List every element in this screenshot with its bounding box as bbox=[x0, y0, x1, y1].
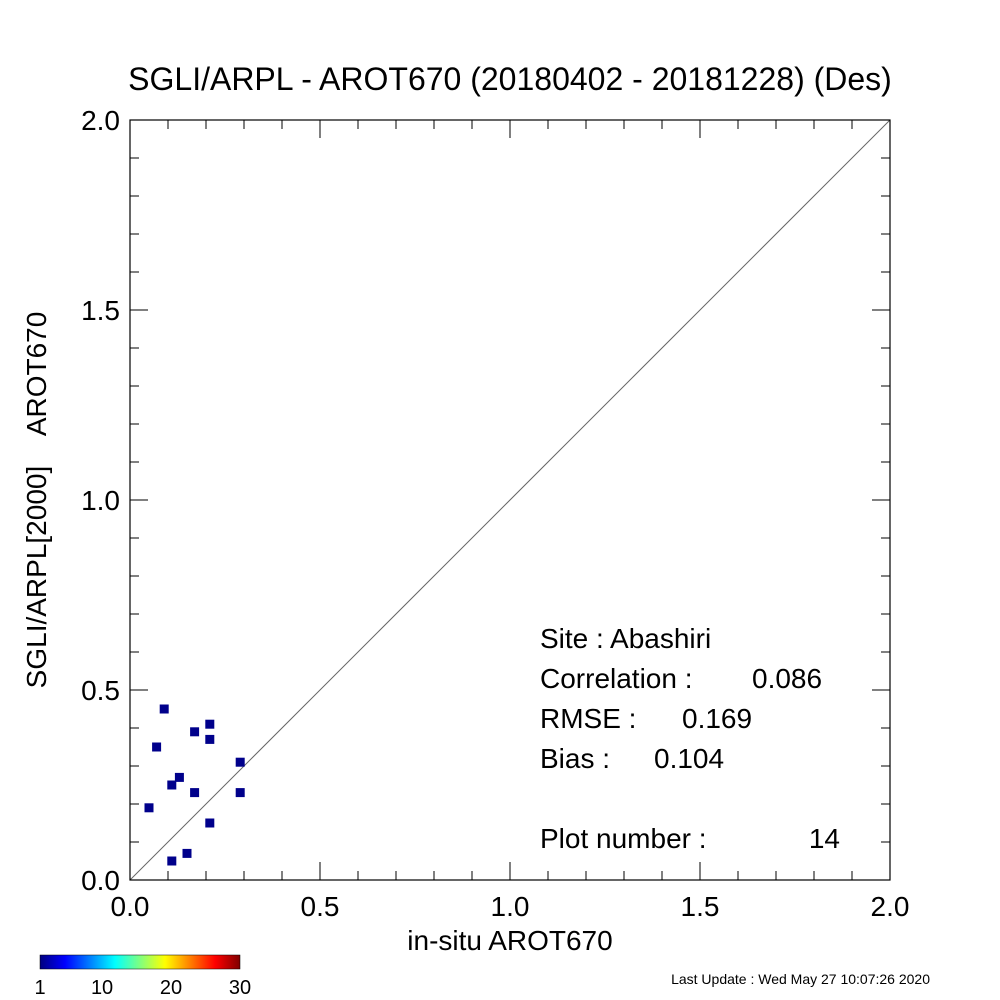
colorbar-tick-label: 1 bbox=[34, 977, 45, 999]
x-tick-label: 1.0 bbox=[491, 891, 530, 922]
colorbar-tick-label: 20 bbox=[160, 977, 182, 999]
data-point bbox=[182, 848, 192, 858]
data-point bbox=[144, 803, 154, 813]
x-tick-label: 0.5 bbox=[301, 891, 340, 922]
y-tick-label: 2.0 bbox=[81, 105, 120, 136]
y-tick-label: 1.0 bbox=[81, 485, 120, 516]
stat-bias-label: Bias : bbox=[540, 743, 610, 774]
stats-box: Site : Abashiri Correlation : 0.086 RMSE… bbox=[540, 623, 840, 854]
colorbar-tick-labels: 1 10 20 30 bbox=[34, 977, 251, 999]
y-tick-labels: 0.0 0.5 1.0 1.5 2.0 bbox=[81, 105, 120, 896]
last-update-text: Last Update : Wed May 27 10:07:26 2020 bbox=[671, 971, 930, 987]
data-point bbox=[190, 727, 200, 737]
data-points bbox=[144, 704, 245, 866]
y-tick-label: 1.5 bbox=[81, 295, 120, 326]
data-point bbox=[205, 734, 215, 744]
one-to-one-line bbox=[129, 119, 891, 881]
data-point bbox=[190, 788, 200, 798]
y-tick-label: 0.5 bbox=[81, 675, 120, 706]
data-point bbox=[205, 818, 215, 828]
data-point bbox=[235, 788, 245, 798]
x-tick-label: 1.5 bbox=[681, 891, 720, 922]
colorbar-tick-label: 10 bbox=[91, 977, 113, 999]
x-axis-label: in-situ AROT670 bbox=[407, 925, 612, 956]
x-tick-label: 2.0 bbox=[871, 891, 910, 922]
stat-rmse-label: RMSE : bbox=[540, 703, 636, 734]
stat-correlation-value: 0.086 bbox=[752, 663, 822, 694]
data-point bbox=[167, 856, 177, 866]
data-point bbox=[167, 780, 177, 790]
colorbar-tick-label: 30 bbox=[229, 977, 251, 999]
stat-site: Site : Abashiri bbox=[540, 623, 711, 654]
chart-title: SGLI/ARPL - AROT670 (20180402 - 20181228… bbox=[128, 61, 892, 97]
data-point bbox=[174, 772, 184, 782]
plot-frame bbox=[129, 119, 891, 881]
data-point bbox=[205, 719, 215, 729]
colorbar bbox=[39, 954, 241, 970]
stat-correlation-label: Correlation : bbox=[540, 663, 693, 694]
stat-plot-number-label: Plot number : bbox=[540, 823, 707, 854]
y-tick-label: 0.0 bbox=[81, 865, 120, 896]
data-point bbox=[235, 757, 245, 767]
stat-bias-value: 0.104 bbox=[654, 743, 724, 774]
data-point bbox=[152, 742, 162, 752]
y-axis-label: SGLI/ARPL[2000] AROT670 bbox=[21, 312, 52, 689]
data-point bbox=[159, 704, 169, 714]
stat-plot-number-value: 14 bbox=[809, 823, 840, 854]
x-tick-labels: 0.0 0.5 1.0 1.5 2.0 bbox=[111, 891, 910, 922]
x-tick-label: 0.0 bbox=[111, 891, 150, 922]
stat-rmse-value: 0.169 bbox=[682, 703, 752, 734]
